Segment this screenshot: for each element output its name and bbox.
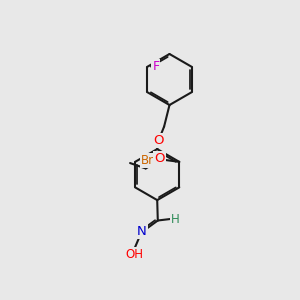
Text: O: O: [154, 134, 164, 147]
Text: H: H: [170, 212, 179, 226]
Text: Br: Br: [141, 154, 154, 167]
Text: F: F: [152, 60, 159, 73]
Text: OH: OH: [125, 248, 143, 261]
Text: O: O: [154, 152, 165, 165]
Text: N: N: [137, 225, 147, 239]
